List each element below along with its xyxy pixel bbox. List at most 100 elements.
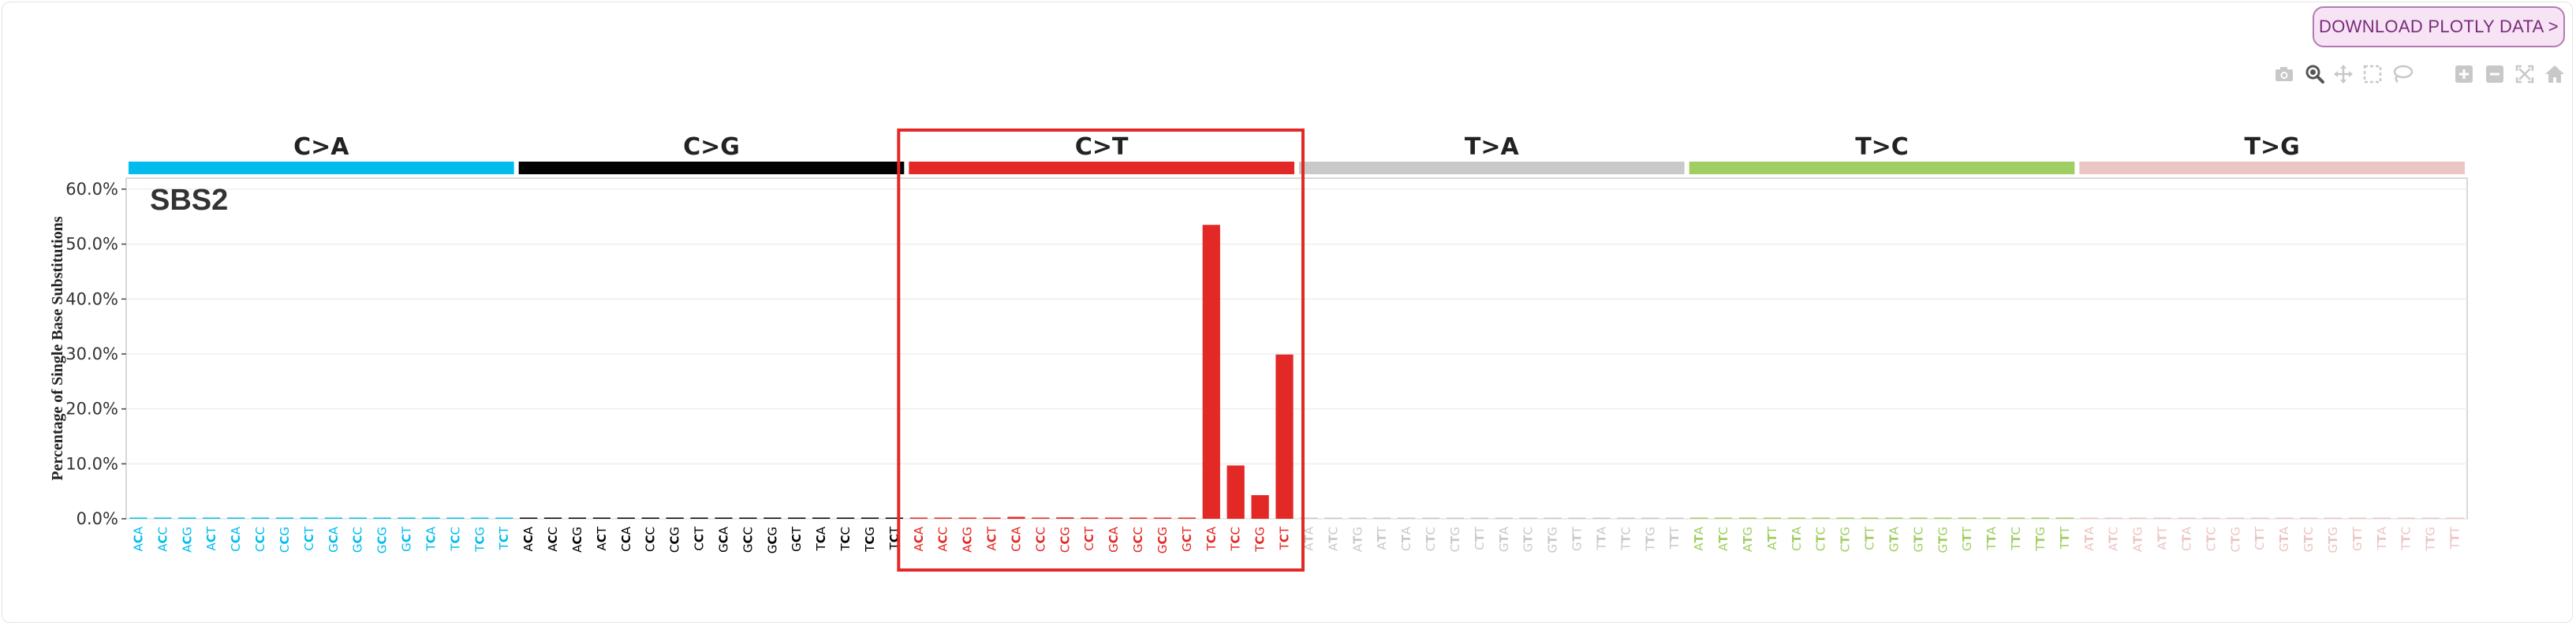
bar-TC-TTG[interactable] [2031, 517, 2050, 520]
bar-TG-GTT[interactable] [2348, 517, 2367, 520]
bar-CA-TCG[interactable] [471, 517, 489, 520]
bar-CG-CCG[interactable] [666, 517, 684, 520]
bar-TG-ATC[interactable] [2104, 517, 2122, 520]
bar-TG-TTA[interactable] [2373, 517, 2391, 520]
bar-CA-CCA[interactable] [226, 517, 245, 520]
bar-TC-GTC[interactable] [1910, 517, 1928, 520]
bar-CT-TCG[interactable] [1251, 495, 1269, 519]
bar-CT-CCT[interactable] [1081, 517, 1099, 520]
bar-TA-CTA[interactable] [1397, 517, 1416, 520]
bar-TG-GTA[interactable] [2275, 517, 2294, 520]
bar-CA-GCT[interactable] [398, 517, 416, 520]
bar-TC-ATA[interactable] [1689, 517, 1708, 520]
bar-CG-ACC[interactable] [543, 517, 562, 520]
bar-TA-TTA[interactable] [1592, 517, 1611, 520]
bar-TA-GTA[interactable] [1495, 517, 1513, 520]
bar-CA-GCA[interactable] [324, 517, 342, 520]
bar-CA-GCG[interactable] [373, 517, 391, 520]
bar-TA-ATG[interactable] [1349, 517, 1367, 520]
bar-CT-GCT[interactable] [1178, 517, 1197, 520]
bar-TA-TTC[interactable] [1617, 517, 1635, 520]
bar-CT-GCA[interactable] [1104, 517, 1123, 520]
bar-TC-TTC[interactable] [2007, 517, 2025, 520]
bar-CA-TCC[interactable] [446, 517, 465, 520]
bar-TC-GTA[interactable] [1885, 517, 1903, 520]
bar-CA-ACA[interactable] [129, 517, 147, 520]
bar-CG-GCG[interactable] [763, 517, 782, 520]
bar-CG-TCC[interactable] [836, 517, 855, 520]
bar-CT-ACT[interactable] [983, 517, 1001, 520]
bar-TG-CTG[interactable] [2227, 517, 2245, 520]
bar-TC-CTT[interactable] [1861, 517, 1879, 520]
bar-TA-GTT[interactable] [1568, 517, 1586, 520]
bar-TC-ATC[interactable] [1714, 517, 1733, 520]
zoom-out-icon[interactable] [2484, 63, 2506, 85]
bar-CT-CCG[interactable] [1056, 517, 1074, 519]
bar-CG-GCC[interactable] [739, 517, 757, 520]
bar-CT-GCC[interactable] [1129, 517, 1148, 520]
bar-TG-TTC[interactable] [2397, 517, 2415, 520]
bar-CG-GCA[interactable] [715, 517, 733, 520]
bar-CT-ACG[interactable] [958, 517, 976, 520]
bar-TA-GTC[interactable] [1519, 517, 1537, 520]
bar-CT-CCA[interactable] [1007, 516, 1025, 519]
bar-TA-TTT[interactable] [1666, 517, 1684, 520]
bar-CA-ACC[interactable] [154, 517, 172, 520]
lasso-select-icon[interactable] [2391, 63, 2414, 85]
bar-TC-GTG[interactable] [1934, 517, 1952, 520]
bar-TA-TTG[interactable] [1641, 517, 1659, 520]
bar-TA-CTC[interactable] [1421, 517, 1440, 520]
bar-TC-CTA[interactable] [1787, 517, 1805, 520]
bar-CA-GCC[interactable] [349, 517, 367, 520]
zoom-icon[interactable] [2304, 63, 2326, 85]
bar-TC-ATT[interactable] [1763, 517, 1782, 520]
autoscale-icon[interactable] [2514, 63, 2536, 85]
bar-CA-ACG[interactable] [178, 517, 196, 520]
bar-TC-CTC[interactable] [1812, 517, 1830, 520]
bar-CT-ACC[interactable] [934, 517, 952, 520]
bar-CG-ACG[interactable] [568, 517, 587, 520]
bar-TG-CTA[interactable] [2178, 517, 2196, 520]
bar-TA-GTG[interactable] [1544, 517, 1562, 520]
bar-TA-ATA[interactable] [1300, 517, 1318, 520]
bar-CA-CCC[interactable] [251, 517, 270, 520]
bar-TG-GTC[interactable] [2299, 517, 2318, 520]
bar-CG-CCA[interactable] [617, 517, 635, 520]
bar-TG-TTT[interactable] [2446, 517, 2464, 520]
bar-CT-TCC[interactable] [1226, 465, 1245, 519]
bar-CG-ACT[interactable] [592, 517, 611, 520]
bar-CG-TCT[interactable] [885, 517, 904, 520]
bar-CA-TCA[interactable] [422, 517, 440, 520]
bar-TC-GTT[interactable] [1958, 517, 1977, 520]
bar-TG-ATT[interactable] [2153, 517, 2171, 520]
zoom-in-icon[interactable] [2453, 63, 2475, 85]
box-select-icon[interactable] [2361, 63, 2384, 85]
bar-CG-TCA[interactable] [812, 517, 831, 520]
bar-TG-TTG[interactable] [2421, 517, 2440, 520]
bar-CA-CCT[interactable] [300, 517, 319, 520]
bar-CG-CCT[interactable] [690, 517, 708, 520]
reset-axes-icon[interactable] [2544, 63, 2566, 85]
bar-CT-ACA[interactable] [909, 517, 928, 520]
download-plotly-data-button[interactable]: DOWNLOAD PLOTLY DATA > [2313, 6, 2565, 47]
bar-TA-CTT[interactable] [1470, 517, 1489, 520]
pan-icon[interactable] [2332, 63, 2354, 85]
bar-CA-ACT[interactable] [203, 517, 221, 520]
bar-TC-CTG[interactable] [1836, 517, 1854, 520]
bar-CG-GCT[interactable] [788, 517, 806, 520]
bar-TA-ATT[interactable] [1373, 517, 1391, 520]
bar-TG-CTC[interactable] [2202, 517, 2220, 520]
bar-TC-TTA[interactable] [1982, 517, 2001, 520]
bar-TG-GTG[interactable] [2324, 517, 2343, 520]
bar-CT-CCC[interactable] [1032, 517, 1050, 520]
bar-CT-TCA[interactable] [1202, 225, 1220, 519]
bar-TA-ATC[interactable] [1324, 517, 1342, 520]
bar-TA-CTG[interactable] [1446, 517, 1465, 520]
bar-CG-CCC[interactable] [641, 517, 659, 520]
bar-TG-ATA[interactable] [2080, 517, 2098, 520]
camera-icon[interactable] [2273, 63, 2295, 85]
bar-TG-ATG[interactable] [2129, 517, 2147, 520]
bar-TC-TTT[interactable] [2055, 517, 2074, 520]
bar-CT-TCT[interactable] [1275, 354, 1294, 519]
bar-CT-GCG[interactable] [1153, 517, 1172, 520]
